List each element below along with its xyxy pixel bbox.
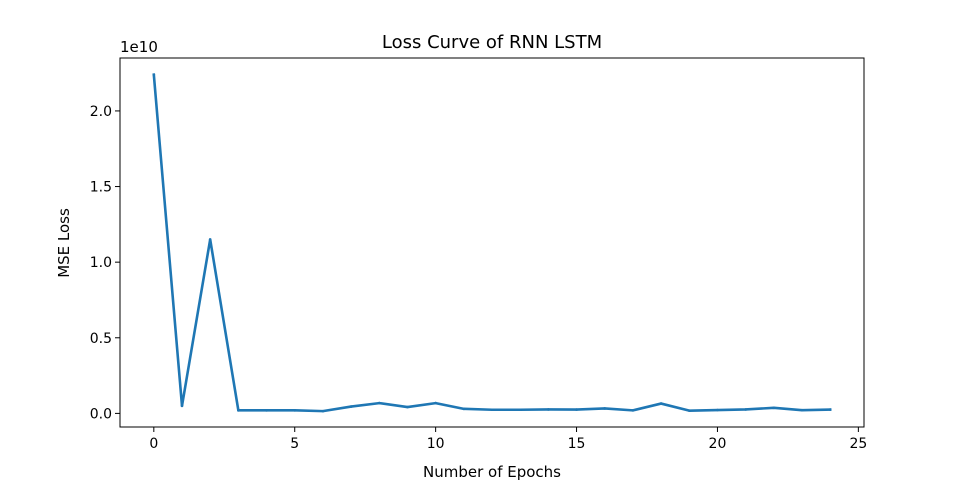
- y-tick-label: 0.5: [90, 331, 112, 347]
- loss-data-point: [800, 408, 804, 412]
- x-tick-label: 20: [709, 436, 727, 452]
- loss-data-point: [321, 409, 325, 413]
- y-axis: 0.0 0.5 1.0 1.5 2.0: [90, 104, 120, 422]
- loss-data-point: [744, 408, 747, 411]
- loss-data-point: [349, 405, 353, 408]
- x-tick-label: 5: [290, 436, 299, 452]
- x-tick-label: 10: [427, 436, 445, 452]
- y-axis-label: MSE Loss: [55, 208, 73, 278]
- loss-data-point: [659, 402, 663, 405]
- loss-data-point: [208, 238, 212, 241]
- loss-data-point: [547, 408, 550, 411]
- loss-data-point: [716, 408, 719, 412]
- loss-data-point: [631, 409, 635, 412]
- plot-frame: [119, 57, 865, 428]
- y-tick-label: 0.0: [90, 406, 112, 422]
- loss-data-point: [603, 407, 607, 410]
- loss-data-point: [406, 405, 409, 409]
- x-tick-label: 15: [568, 436, 586, 452]
- loss-data-point: [518, 408, 522, 412]
- loss-data-point: [265, 409, 268, 412]
- chart-title: Loss Curve of RNN LSTM: [382, 32, 602, 53]
- loss-data-point: [490, 408, 494, 412]
- loss-data-point: [575, 408, 578, 411]
- x-axis-label: Number of Epochs: [423, 463, 561, 480]
- x-axis: 0 5 10 15 20 25: [149, 427, 867, 452]
- series-layer: [152, 73, 832, 413]
- loss-data-point: [828, 408, 832, 411]
- loss-data-point: [293, 409, 297, 412]
- loss-data-point: [434, 401, 437, 405]
- y-tick-label: 1.5: [90, 180, 112, 196]
- y-tick-label: 1.0: [90, 255, 112, 271]
- y-tick-label: 2.0: [90, 104, 112, 120]
- loss-data-point: [152, 73, 156, 76]
- x-tick-label: 25: [849, 436, 867, 452]
- y-offset-text: 1e10: [120, 38, 158, 56]
- loss-data-point: [180, 404, 184, 408]
- loss-data-point: [772, 406, 776, 410]
- loss-data-point: [377, 401, 381, 405]
- loss-data-point: [687, 409, 691, 412]
- loss-data-point: [237, 409, 240, 412]
- x-tick-label: 0: [149, 436, 158, 452]
- loss-data-point: [462, 407, 466, 411]
